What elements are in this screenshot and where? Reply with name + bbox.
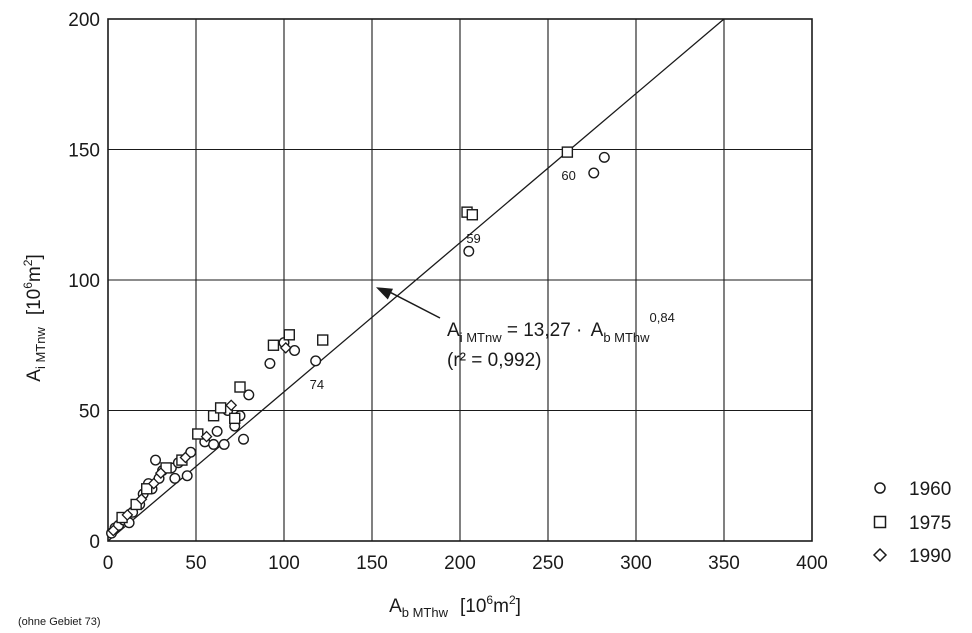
point-1975 [207,410,220,422]
point-1960 [211,425,223,437]
y-axis-label-unit-exp: 6 [21,282,35,289]
eq-mid: = 13,27 · [502,320,587,341]
point-1960 [598,151,610,163]
point-1990 [147,477,160,490]
footnote: (ohne Gebiet 73) [18,616,101,628]
y-axis-label-unit-exp2: 2 [21,259,35,266]
x-axis-label-unit-exp: 6 [486,593,493,607]
x-tick-label: 50 [185,553,206,574]
point-1960 [150,454,162,466]
x-axis-label-sub: b MThw [402,605,449,620]
x-axis-label-unit-post: ] [516,596,521,617]
point-1975 [267,339,280,351]
regression-line [107,18,725,542]
y-tick-label: 50 [79,402,100,423]
point-1960 [181,470,193,482]
point-1975 [234,381,246,393]
y-tick-label: 0 [89,532,100,553]
x-axis-label-unit-exp2: 2 [509,593,516,607]
x-tick-label: 300 [620,553,652,574]
legend-marker-1960 [874,482,886,494]
point-1990 [200,430,213,443]
point-1975 [283,329,295,341]
point-1960 [289,344,301,356]
eq-lhs-sub: i MTnw [460,330,503,345]
point-1960 [218,438,230,450]
y-tick-label: 150 [68,141,100,162]
point-1960 [463,245,475,257]
gridlines [108,19,812,541]
point-1990 [121,508,134,521]
plot-frame [107,18,813,542]
y-axis-label-unit-post: ] [24,254,45,259]
x-axis-label: Ab MThw [106m2] [389,593,521,620]
y-axis-ticks: 0 50 100 150 200 [68,10,100,553]
point-1990 [279,341,292,354]
point-1960 [169,472,181,484]
point-1960 [588,167,600,179]
point-label-60: 60 [561,168,575,183]
point-label-74: 74 [310,377,324,392]
legend-label-1975: 1975 [909,513,951,534]
eq-rhs-main: A [591,320,604,341]
point-1960 [310,355,322,367]
x-axis-label-unit-mid: m [493,596,509,617]
point-1960 [243,389,255,401]
legend-label-1960: 1960 [909,479,951,500]
x-tick-label: 150 [356,553,388,574]
y-axis-label-sub: i MTnw [33,327,48,370]
eq-lhs-main: A [447,320,460,341]
y-axis-label-unit-pre: [10 [24,289,45,315]
regression-r2: (r² = 0,992) [447,350,542,371]
point-1990 [154,467,167,480]
x-axis-label-unit-pre: [10 [460,596,486,617]
regression-equation: Ai MTnw = 13,27 · Ab MThw0,84 [447,310,675,345]
regression-line-group [107,18,725,542]
x-tick-label: 200 [444,553,476,574]
x-tick-label: 0 [103,553,114,574]
y-axis-label-unit-mid: m [24,266,45,282]
point-1960 [208,438,220,450]
annotation-arrow-head [376,287,394,300]
x-tick-label: 400 [796,553,828,574]
point-1975 [214,402,227,414]
data-points [106,146,610,539]
point-1975 [317,334,329,346]
eq-rhs-exp: 0,84 [650,310,675,325]
point-1975 [561,146,574,158]
y-axis-label-main: A [24,369,45,382]
y-tick-label: 200 [68,10,100,31]
eq-rhs-sub: b MThw [603,330,650,345]
point-1975 [466,209,479,221]
point-1990 [225,399,238,412]
x-axis-label-main: A [389,596,402,617]
y-tick-label: 100 [68,271,100,292]
point-1990 [179,451,192,464]
point-1975 [192,428,204,440]
point-1990 [135,493,148,506]
point-1960 [264,358,276,370]
annotation-arrow-line [387,290,441,319]
x-tick-label: 100 [268,553,300,574]
point-label-59: 59 [466,231,480,246]
regression-annotation: Ai MTnw = 13,27 · Ab MThw0,84 (r² = 0,99… [376,287,675,371]
x-tick-label: 250 [532,553,564,574]
point-1990 [107,524,120,537]
legend-marker-1990 [872,547,888,563]
y-axis-label: Ai MTnw [106m2] [21,254,48,381]
legend: 1960 1975 1990 [872,479,951,567]
point-labels: 60 59 74 [310,168,576,392]
legend-label-1990: 1990 [909,546,951,567]
point-1975 [141,483,153,495]
point-1975 [229,412,241,425]
x-axis-ticks: 0 50 100 150 200 250 300 350 400 [103,553,828,574]
point-1960 [238,433,250,445]
x-tick-label: 350 [708,553,740,574]
legend-marker-1975 [873,515,887,529]
